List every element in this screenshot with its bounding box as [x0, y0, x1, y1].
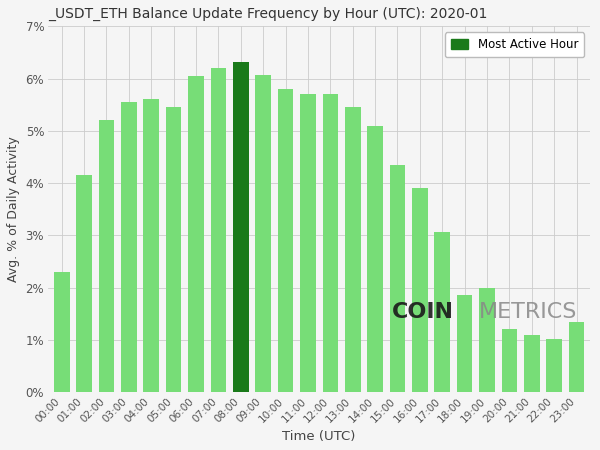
Bar [412, 188, 428, 392]
Bar [434, 232, 450, 392]
Bar [143, 99, 159, 392]
Bar [547, 339, 562, 392]
Bar [502, 329, 517, 392]
Bar [345, 107, 361, 392]
Bar [300, 94, 316, 392]
Bar [98, 120, 115, 392]
Bar [479, 288, 495, 392]
X-axis label: Time (UTC): Time (UTC) [283, 430, 356, 443]
Bar [256, 75, 271, 392]
Text: _USDT_ETH Balance Update Frequency by Hour (UTC): 2020-01: _USDT_ETH Balance Update Frequency by Ho… [48, 7, 488, 21]
Bar [389, 165, 406, 392]
Bar [121, 102, 137, 392]
Text: METRICS: METRICS [479, 302, 577, 322]
Bar [166, 107, 181, 392]
Bar [188, 76, 204, 392]
Y-axis label: Avg. % of Daily Activity: Avg. % of Daily Activity [7, 136, 20, 282]
Bar [233, 62, 248, 392]
Bar [569, 322, 584, 392]
Bar [457, 296, 472, 392]
Bar [76, 175, 92, 392]
Text: COIN: COIN [392, 302, 454, 322]
Bar [367, 126, 383, 392]
Bar [323, 94, 338, 392]
Bar [278, 89, 293, 392]
Bar [211, 68, 226, 392]
Legend: Most Active Hour: Most Active Hour [445, 32, 584, 57]
Bar [54, 272, 70, 392]
Bar [524, 335, 539, 392]
